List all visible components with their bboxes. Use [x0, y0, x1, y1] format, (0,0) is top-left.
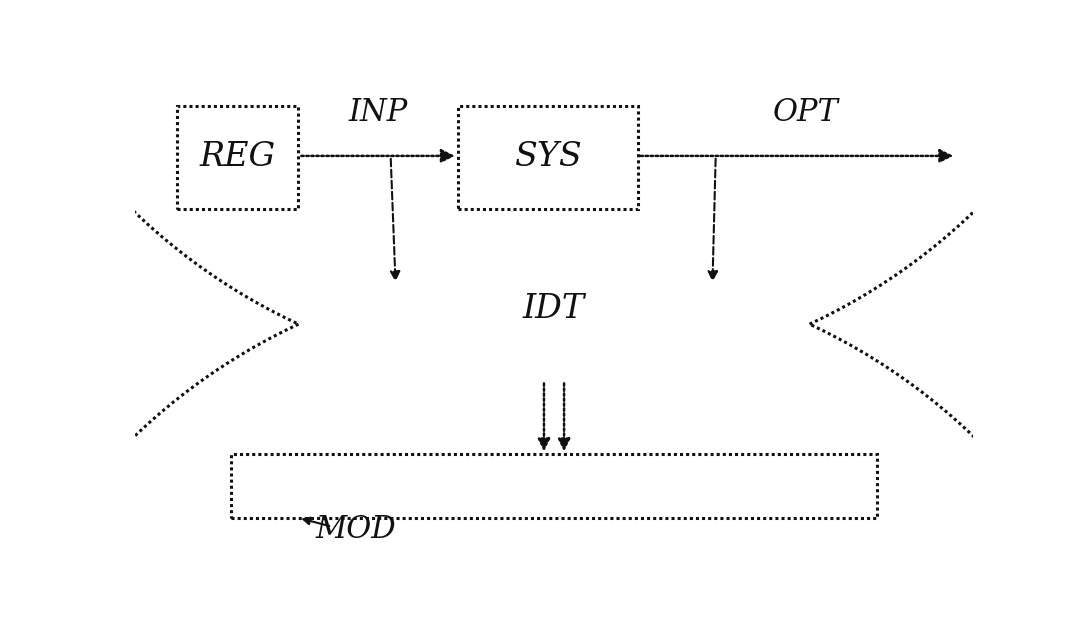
Text: REG: REG — [200, 141, 276, 173]
Text: INP: INP — [348, 97, 408, 128]
Bar — [231, 454, 877, 518]
Bar — [457, 106, 638, 209]
Text: SYS: SYS — [513, 141, 582, 173]
Text: IDT: IDT — [523, 294, 585, 326]
Text: OPT: OPT — [773, 97, 838, 128]
Text: MOD: MOD — [316, 514, 396, 545]
Bar — [177, 106, 298, 209]
